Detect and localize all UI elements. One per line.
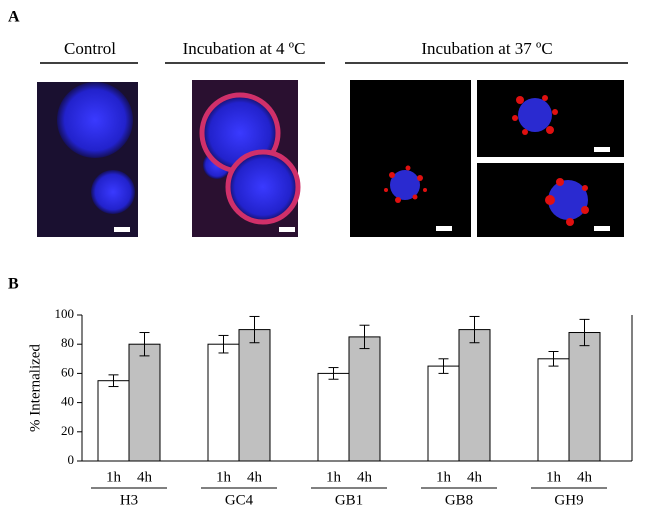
bar bbox=[128, 343, 161, 462]
error-bar bbox=[249, 315, 260, 344]
error-bar bbox=[548, 351, 559, 367]
heading: Incubation at 37 ºC bbox=[421, 39, 552, 58]
bar bbox=[427, 365, 460, 462]
error-bar bbox=[359, 324, 370, 350]
y-axis-title: % Internalized bbox=[27, 344, 43, 432]
bar bbox=[458, 329, 491, 462]
x-tick-label: GB1 bbox=[335, 492, 363, 508]
panel-label: A bbox=[8, 9, 20, 26]
x-tick-label: GB8 bbox=[445, 492, 473, 508]
x-tick-label: GH9 bbox=[554, 492, 583, 508]
series-label: 4h bbox=[467, 469, 483, 485]
y-tick-label: 40 bbox=[61, 394, 74, 409]
bar bbox=[348, 336, 381, 462]
error-bar bbox=[328, 367, 339, 380]
bar bbox=[568, 332, 601, 462]
error-bar bbox=[579, 318, 590, 347]
bar bbox=[207, 343, 240, 462]
bar bbox=[97, 380, 130, 462]
y-tick-label: 100 bbox=[55, 306, 75, 321]
heading: Control bbox=[64, 39, 116, 58]
y-tick-label: 20 bbox=[61, 423, 74, 438]
error-bar bbox=[218, 334, 229, 354]
series-label: 1h bbox=[216, 469, 232, 485]
series-label: 4h bbox=[137, 469, 153, 485]
error-bar bbox=[108, 374, 119, 388]
y-tick-label: 0 bbox=[68, 452, 75, 467]
error-bar bbox=[438, 358, 449, 374]
y-tick-label: 80 bbox=[61, 335, 74, 350]
micrographs bbox=[37, 80, 624, 237]
bar bbox=[317, 372, 350, 462]
heading: Incubation at 4 ºC bbox=[183, 39, 306, 58]
bar bbox=[537, 358, 570, 462]
series-label: 1h bbox=[326, 469, 342, 485]
series-label: 4h bbox=[247, 469, 263, 485]
error-bar bbox=[139, 332, 150, 357]
series-label: 1h bbox=[106, 469, 122, 485]
x-tick-label: GC4 bbox=[225, 492, 254, 508]
series-label: 1h bbox=[436, 469, 452, 485]
x-tick-label: H3 bbox=[120, 492, 138, 508]
series-label: 1h bbox=[546, 469, 562, 485]
series-label: 4h bbox=[577, 469, 593, 485]
panel-label: B bbox=[8, 276, 19, 293]
bar bbox=[238, 329, 271, 462]
y-tick-label: 60 bbox=[61, 364, 74, 379]
series-label: 4h bbox=[357, 469, 373, 485]
error-bar bbox=[469, 315, 480, 344]
